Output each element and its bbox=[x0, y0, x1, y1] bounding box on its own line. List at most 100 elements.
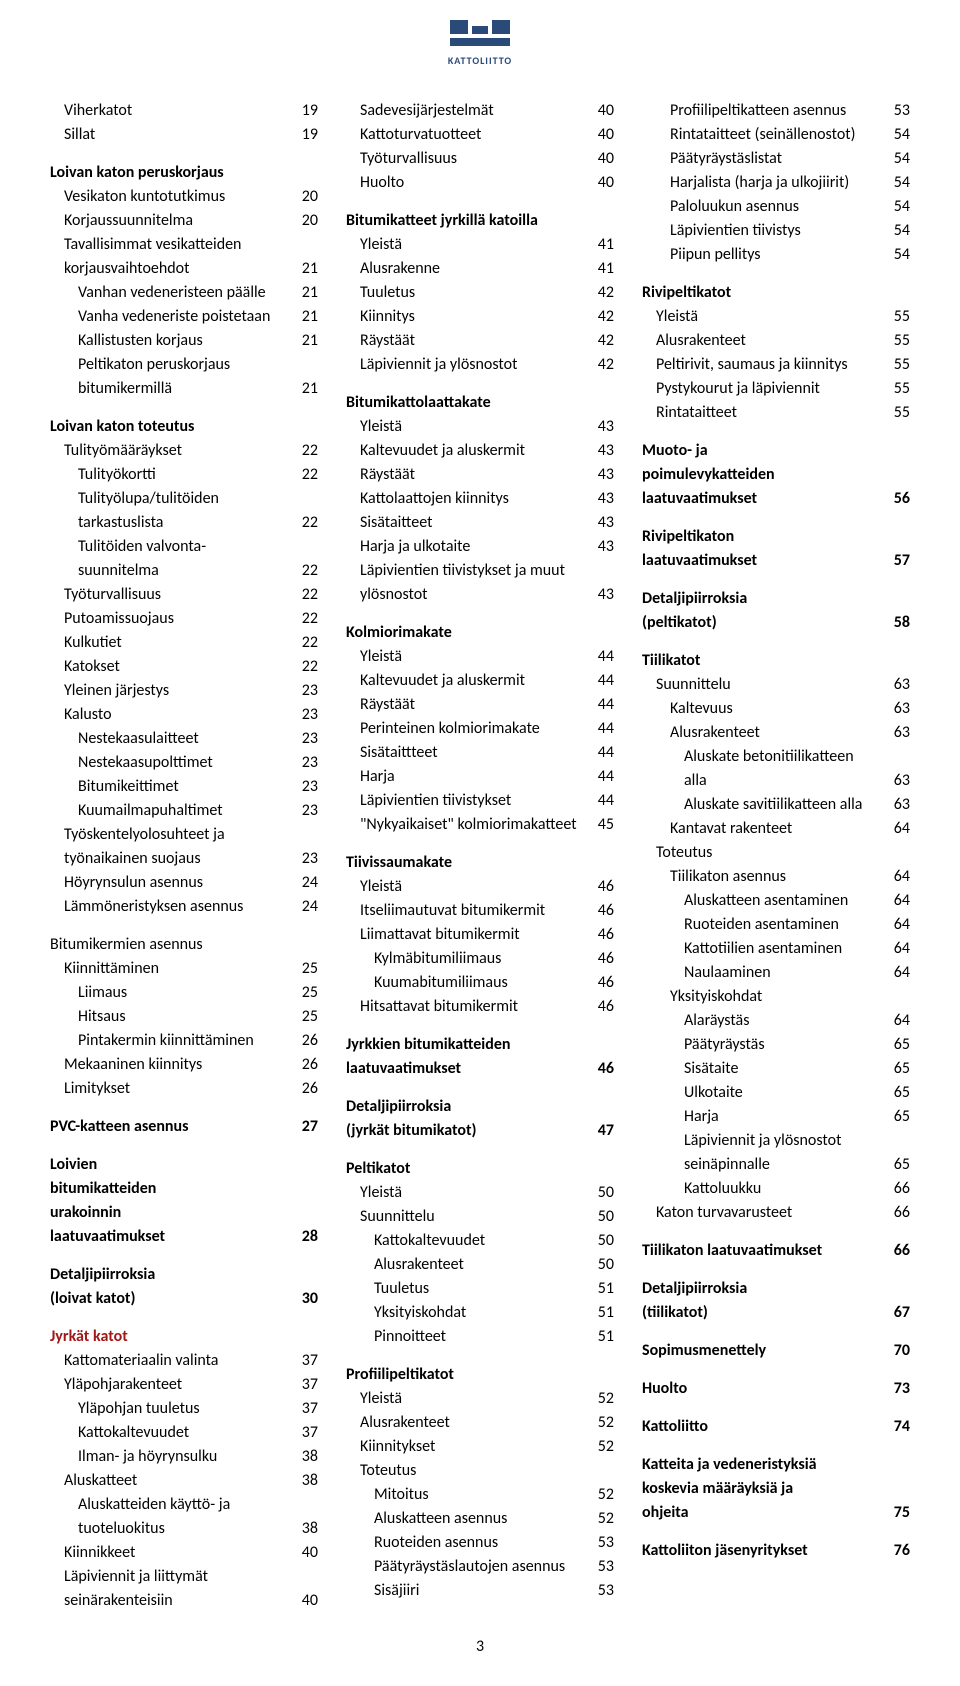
toc-page-ref: 43 bbox=[584, 583, 614, 607]
toc-row: Nestekaasulaitteet23 bbox=[50, 727, 318, 751]
toc-row: Korjaussuunnitelma20 bbox=[50, 209, 318, 233]
toc-row: poimulevykatteiden bbox=[642, 463, 910, 487]
toc-label: Jyrkät katot bbox=[50, 1325, 288, 1349]
toc-page-ref: 46 bbox=[584, 923, 614, 947]
toc-row: Kaltevuudet ja aluskermit43 bbox=[346, 439, 614, 463]
toc-page-ref: 52 bbox=[584, 1411, 614, 1435]
toc-page-ref: 25 bbox=[288, 957, 318, 981]
toc-label: Työturvallisuus bbox=[50, 583, 288, 607]
spacer bbox=[642, 1263, 910, 1277]
toc-row: laatuvaatimukset56 bbox=[642, 487, 910, 511]
toc-page-ref: 75 bbox=[880, 1501, 910, 1525]
toc-page-ref: 40 bbox=[584, 99, 614, 123]
spacer bbox=[346, 1349, 614, 1363]
toc-label: Loivan katon toteutus bbox=[50, 415, 288, 439]
toc-label: Sisätaitteet bbox=[346, 511, 584, 535]
toc-page-ref: 65 bbox=[880, 1057, 910, 1081]
toc-row: työnaikainen suojaus23 bbox=[50, 847, 318, 871]
toc-page-ref: 54 bbox=[880, 171, 910, 195]
toc-label: (peltikatot) bbox=[642, 611, 880, 635]
toc-label: Aluskate betonitiilikatteen bbox=[642, 745, 880, 769]
toc-label: Profiilipeltikatteen asennus bbox=[642, 99, 880, 123]
toc-label: Kalusto bbox=[50, 703, 288, 727]
toc-page-ref: 42 bbox=[584, 329, 614, 353]
toc-row: laatuvaatimukset57 bbox=[642, 549, 910, 573]
toc-page-ref: 50 bbox=[584, 1205, 614, 1229]
toc-page-ref: 42 bbox=[584, 281, 614, 305]
toc-row: Lämmöneristyksen asennus24 bbox=[50, 895, 318, 919]
toc-row: Kuumabitumiliimaus46 bbox=[346, 971, 614, 995]
toc-row: Naulaaminen64 bbox=[642, 961, 910, 985]
toc-row: Vesikaton kuntotutkimus20 bbox=[50, 185, 318, 209]
toc-label: Liimattavat bitumikermit bbox=[346, 923, 584, 947]
toc-page-ref: 54 bbox=[880, 243, 910, 267]
toc-row: Detaljipiirroksia bbox=[346, 1095, 614, 1119]
toc-label: bitumikatteiden bbox=[50, 1177, 288, 1201]
spacer bbox=[642, 573, 910, 587]
logo-container: KATTOLIITTO bbox=[50, 20, 910, 69]
toc-label: Alusrakenteet bbox=[642, 329, 880, 353]
toc-label: Räystäät bbox=[346, 463, 584, 487]
toc-page-ref: 21 bbox=[288, 257, 318, 281]
toc-row: Alusrakenne41 bbox=[346, 257, 614, 281]
toc-row: Kiinnikkeet40 bbox=[50, 1541, 318, 1565]
spacer bbox=[642, 1325, 910, 1339]
toc-label: Kattotiilien asentaminen bbox=[642, 937, 880, 961]
toc-row: Pinnoitteet51 bbox=[346, 1325, 614, 1349]
toc-row: Vanha vedeneriste poistetaan21 bbox=[50, 305, 318, 329]
toc-label: Peltikaton peruskorjaus bbox=[50, 353, 288, 377]
toc-row: Yksityiskohdat bbox=[642, 985, 910, 1009]
toc-row: alla63 bbox=[642, 769, 910, 793]
toc-label: Kylmäbitumiliimaus bbox=[346, 947, 584, 971]
toc-row: Kaltevuus63 bbox=[642, 697, 910, 721]
toc-page-ref: 64 bbox=[880, 961, 910, 985]
toc-row: Yleistä43 bbox=[346, 415, 614, 439]
toc-label: Yksityiskohdat bbox=[642, 985, 880, 1009]
spacer bbox=[642, 511, 910, 525]
toc-row: Alusrakenteet63 bbox=[642, 721, 910, 745]
toc-label: Yleistä bbox=[346, 1181, 584, 1205]
toc-page-ref: 28 bbox=[288, 1225, 318, 1249]
toc-label: Aluskate savitiilikatteen alla bbox=[642, 793, 880, 817]
toc-row: seinärakenteisiin40 bbox=[50, 1589, 318, 1613]
toc-row: bitumikatteiden bbox=[50, 1177, 318, 1201]
toc-row: Yleistä46 bbox=[346, 875, 614, 899]
toc-row: Kattokaltevuudet37 bbox=[50, 1421, 318, 1445]
toc-label: Nestekaasulaitteet bbox=[50, 727, 288, 751]
toc-row: Tulityökortti22 bbox=[50, 463, 318, 487]
toc-page-ref: 19 bbox=[288, 99, 318, 123]
toc-row: Bitumikeittimet23 bbox=[50, 775, 318, 799]
toc-page-ref: 42 bbox=[584, 305, 614, 329]
toc-page-ref: 63 bbox=[880, 673, 910, 697]
toc-page-ref: 46 bbox=[584, 899, 614, 923]
toc-page-ref: 22 bbox=[288, 655, 318, 679]
toc-page-ref: 74 bbox=[880, 1415, 910, 1439]
toc-page-ref: 22 bbox=[288, 511, 318, 535]
toc-page-ref: 23 bbox=[288, 679, 318, 703]
toc-page-ref: 22 bbox=[288, 439, 318, 463]
toc-label: Pystykourut ja läpiviennit bbox=[642, 377, 880, 401]
toc-page-ref: 46 bbox=[584, 971, 614, 995]
toc-page-ref: 43 bbox=[584, 415, 614, 439]
toc-page-ref: 66 bbox=[880, 1201, 910, 1225]
toc-page-ref: 24 bbox=[288, 871, 318, 895]
toc-page-ref: 64 bbox=[880, 865, 910, 889]
toc-row: Jyrkät katot bbox=[50, 1325, 318, 1349]
toc-row: Peltikaton peruskorjaus bbox=[50, 353, 318, 377]
toc-page-ref: 25 bbox=[288, 981, 318, 1005]
toc-label: Sisäjiiri bbox=[346, 1579, 584, 1603]
toc-label: Yläpohjan tuuletus bbox=[50, 1397, 288, 1421]
toc-label: seinärakenteisiin bbox=[50, 1589, 288, 1613]
toc-page-ref: 63 bbox=[880, 697, 910, 721]
toc-label: Kattokaltevuudet bbox=[50, 1421, 288, 1445]
toc-label: Peltikatot bbox=[346, 1157, 584, 1181]
spacer bbox=[642, 635, 910, 649]
toc-row: laatuvaatimukset46 bbox=[346, 1057, 614, 1081]
toc-label: Perinteinen kolmiorimakate bbox=[346, 717, 584, 741]
toc-label: Katteita ja vedeneristyksiä bbox=[642, 1453, 880, 1477]
toc-label: Kattolaattojen kiinnitys bbox=[346, 487, 584, 511]
toc-label: Harjalista (harja ja ulkojiirit) bbox=[642, 171, 880, 195]
toc-label: Kiinnitys bbox=[346, 305, 584, 329]
toc-label: Ruoteiden asentaminen bbox=[642, 913, 880, 937]
toc-page-ref: 53 bbox=[584, 1555, 614, 1579]
